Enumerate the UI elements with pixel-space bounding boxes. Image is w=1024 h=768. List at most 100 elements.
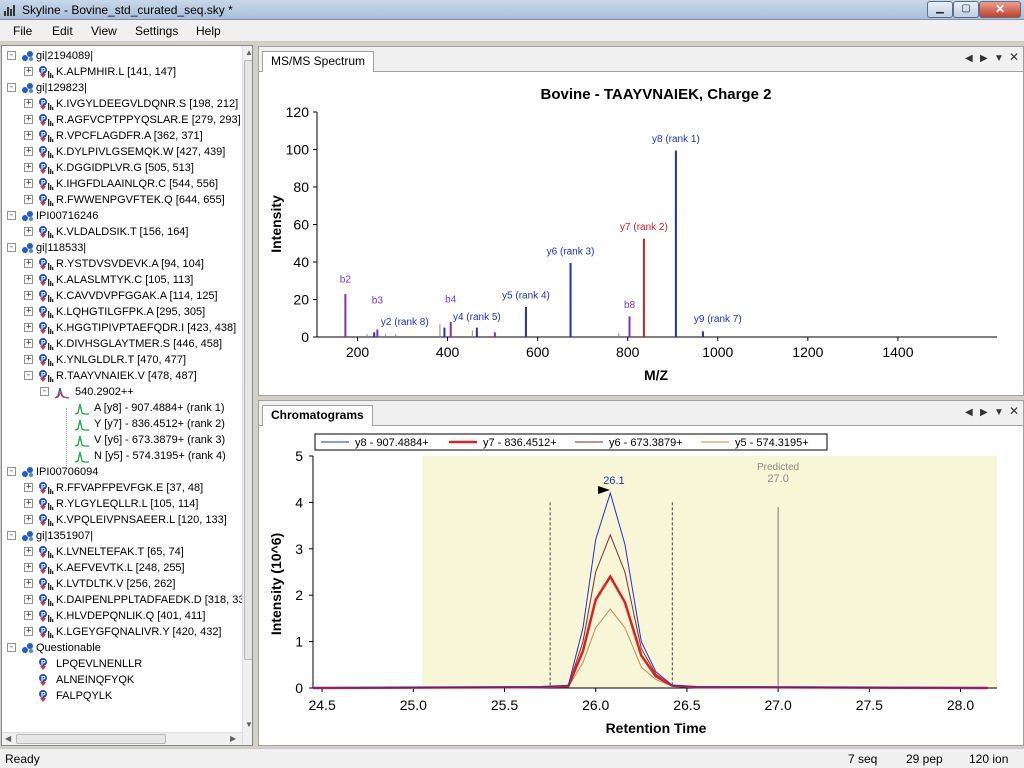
expand-icon[interactable]: + (24, 498, 33, 508)
collapse-icon[interactable]: - (7, 466, 16, 476)
tree-horizontal-scrollbar[interactable]: ◀ ▶ (2, 732, 242, 745)
tree-node-peptide[interactable]: + P K.LVNELTEFAK.T [65, 74] (2, 544, 242, 560)
tab-msms-spectrum[interactable]: MS/MS Spectrum (262, 51, 375, 72)
tree-node-transition[interactable]: A [y8] - 907.4884+ (rank 1) (2, 400, 242, 416)
tree-node-peptide[interactable]: + P K.VPQLEIVPNSAEER.L [120, 133] (2, 512, 242, 528)
tree-node-peptide[interactable]: + P R.FFVAPFPEVFGK.E [37, 48] (2, 480, 242, 496)
expand-icon[interactable]: + (24, 162, 33, 172)
scroll-right-icon[interactable]: ▶ (230, 734, 237, 743)
menu-view[interactable]: View (91, 24, 117, 38)
menu-settings[interactable]: Settings (135, 24, 179, 38)
expand-icon[interactable]: + (24, 306, 33, 316)
tab-chromatograms[interactable]: Chromatograms (262, 405, 373, 426)
prev-pane-icon[interactable]: ◀ (965, 53, 973, 64)
expand-icon[interactable]: + (24, 626, 33, 636)
tree-node-peptide[interactable]: + P K.DGGIDPLVR.G [505, 513] (2, 160, 242, 176)
expand-icon[interactable]: + (24, 146, 33, 156)
collapse-icon[interactable]: - (40, 386, 49, 396)
tree-node-peptide-unknown[interactable]: P FALPQYLK (2, 688, 242, 704)
spectrum-chart[interactable]: Bovine - TAAYVNAIEK, Charge 2 0 20 40 60 80 10… (259, 72, 1023, 395)
tree-node-peptide[interactable]: - P R.TAAYVNAIEK.V [478, 487] (2, 368, 242, 384)
chromatogram-chart[interactable]: 0 1 2 3 4 5 24.5 25.0 25.5 26.0 26.5 27.0 27.5 28.0 Re… (259, 426, 1023, 745)
tree-node-peptide[interactable]: + P K.IVGYLDEEGVLDQNR.S [198, 212] (2, 96, 242, 112)
expand-icon[interactable]: + (24, 66, 33, 76)
tree-node-transition[interactable]: Y [y7] - 836.4512+ (rank 2) (2, 416, 242, 432)
tree-node-protein[interactable]: - IPI00706094 (2, 464, 242, 480)
expand-icon[interactable]: + (24, 130, 33, 140)
tree-node-peptide[interactable]: + P R.AGFVCPTPPYQSLAR.E [279, 293] (2, 112, 242, 128)
expand-icon[interactable]: + (24, 546, 33, 556)
prev-pane-icon[interactable]: ◀ (965, 407, 973, 418)
collapse-icon[interactable]: - (7, 82, 16, 92)
tree-node-peptide-unknown[interactable]: P LPQEVLNENLLR (2, 656, 242, 672)
menu-help[interactable]: Help (196, 24, 221, 38)
collapse-icon[interactable]: - (7, 530, 16, 540)
expand-icon[interactable]: + (24, 594, 33, 604)
collapse-icon[interactable]: - (7, 210, 16, 220)
expand-icon[interactable]: + (24, 562, 33, 572)
tree-node-protein[interactable]: - Questionable (2, 640, 242, 656)
scroll-down-icon[interactable]: ▼ (245, 720, 253, 729)
tree-node-peptide[interactable]: + P R.YSTDVSVDEVK.A [94, 104] (2, 256, 242, 272)
tree-horizontal-scroll-thumb[interactable] (16, 734, 166, 744)
tree-vertical-scrollbar[interactable]: ▲ ▼ (242, 46, 253, 745)
tree-node-protein[interactable]: - gi|129823| (2, 80, 242, 96)
tree-node-transition[interactable]: V [y6] - 673.3879+ (rank 3) (2, 432, 242, 448)
scroll-up-icon[interactable]: ▲ (245, 48, 253, 57)
scroll-left-icon[interactable]: ◀ (5, 734, 12, 743)
expand-icon[interactable]: + (24, 114, 33, 124)
tree-node-peptide[interactable]: + P K.DYLPIVLGSEMQK.W [427, 439] (2, 144, 242, 160)
pane-close-icon[interactable]: ✕ (1009, 50, 1020, 64)
tree-node-peptide[interactable]: + P R.FWWENPGVFTEK.Q [644, 655] (2, 192, 242, 208)
tree-node-peptide[interactable]: + P K.LVTDLTK.V [256, 262] (2, 576, 242, 592)
expand-icon[interactable]: + (24, 610, 33, 620)
expand-icon[interactable]: + (24, 514, 33, 524)
pane-close-icon[interactable]: ✕ (1009, 404, 1020, 418)
pane-menu-icon[interactable]: ▼ (994, 53, 1004, 64)
tree-node-peptide[interactable]: + P K.HLVDEPQNLIK.Q [401, 411] (2, 608, 242, 624)
expand-icon[interactable]: + (24, 482, 33, 492)
minimize-button[interactable]: ▁ (927, 1, 953, 18)
tree-node-peptide[interactable]: + P K.DIVHSGLAYTMER.S [446, 458] (2, 336, 242, 352)
tree-node-peptide[interactable]: + P K.LQHGTILGFPK.A [295, 305] (2, 304, 242, 320)
tree-node-protein[interactable]: - IPI00716246 (2, 208, 242, 224)
tree-node-peptide[interactable]: + P K.ALPMHIR.L [141, 147] (2, 64, 242, 80)
tree-node-peptide[interactable]: + P K.ALASLMTYK.C [105, 113] (2, 272, 242, 288)
next-pane-icon[interactable]: ▶ (980, 407, 988, 418)
tree-node-peptide[interactable]: + P K.YNLGLDLR.T [470, 477] (2, 352, 242, 368)
expand-icon[interactable]: + (24, 578, 33, 588)
tree-node-peptide[interactable]: + P K.DAIPENLPPLTADFAEDK.D [318, 335] (2, 592, 252, 608)
expand-icon[interactable]: + (24, 290, 33, 300)
tree-node-protein[interactable]: - gi|1351907| (2, 528, 242, 544)
tree-node-peptide[interactable]: + P K.AEFVEVTK.L [248, 255] (2, 560, 242, 576)
tree-node-peptide[interactable]: + P K.HGGTIPIVPTAEFQDR.I [423, 438] (2, 320, 242, 336)
tree-node-protein[interactable]: - gi|118533| (2, 240, 242, 256)
expand-icon[interactable]: + (24, 354, 33, 364)
menu-file[interactable]: File (13, 24, 33, 38)
tree-node-transition[interactable]: N [y5] - 574.3195+ (rank 4) (2, 448, 242, 464)
tree-node-precursor[interactable]: - 540.2902++ (2, 384, 242, 400)
tree-node-peptide[interactable]: + P K.VLDALDSIK.T [156, 164] (2, 224, 242, 240)
expand-icon[interactable]: + (24, 338, 33, 348)
pane-menu-icon[interactable]: ▼ (994, 407, 1004, 418)
tree-node-peptide[interactable]: + P R.VPCFLAGDFR.A [362, 371] (2, 128, 242, 144)
tree-node-peptide[interactable]: + P K.CAVVDVPFGGAK.A [114, 125] (2, 288, 242, 304)
expand-icon[interactable]: + (24, 194, 33, 204)
tree-node-peptide[interactable]: + P R.YLGYLEQLLR.L [105, 114] (2, 496, 242, 512)
expand-icon[interactable]: + (24, 258, 33, 268)
expand-icon[interactable]: + (24, 226, 33, 236)
next-pane-icon[interactable]: ▶ (980, 53, 988, 64)
tree-node-peptide[interactable]: + P K.IHGFDLAAINLQR.C [544, 556] (2, 176, 242, 192)
tree-node-protein[interactable]: - gi|2194089| (2, 48, 242, 64)
close-button[interactable]: ✕ (979, 1, 1021, 18)
menu-edit[interactable]: Edit (52, 24, 73, 38)
expand-icon[interactable]: + (24, 274, 33, 284)
expand-icon[interactable]: + (24, 322, 33, 332)
tree-vertical-scroll-thumb[interactable] (244, 60, 252, 660)
collapse-icon[interactable]: - (7, 50, 16, 60)
tree-node-peptide[interactable]: + P K.LGEYGFQNALIVR.Y [420, 432] (2, 624, 242, 640)
collapse-icon[interactable]: - (24, 370, 33, 380)
collapse-icon[interactable]: - (7, 642, 16, 652)
collapse-icon[interactable]: - (7, 242, 16, 252)
expand-icon[interactable]: + (24, 178, 33, 188)
